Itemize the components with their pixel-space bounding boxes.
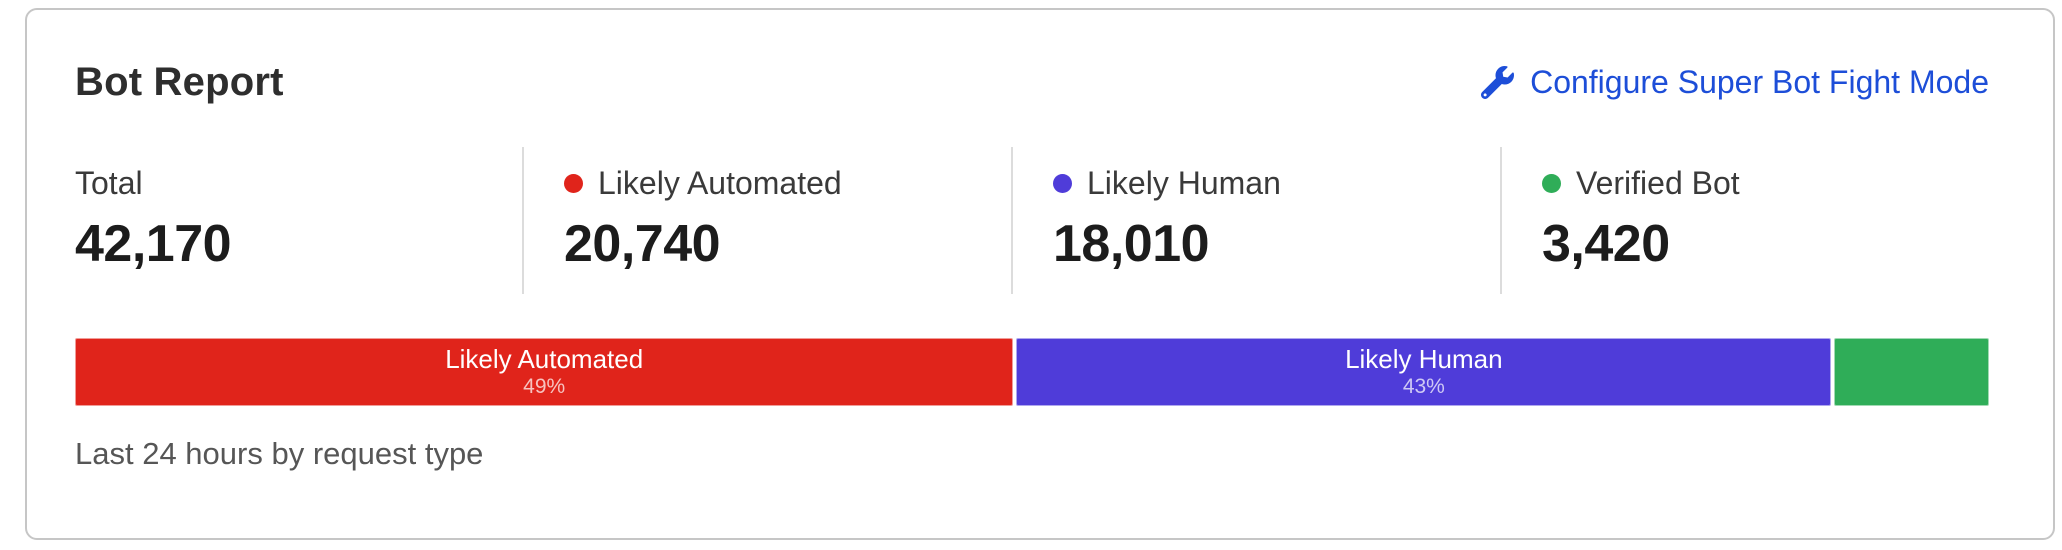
- stat-value: 42,170: [75, 215, 232, 273]
- time-range-caption: Last 24 hours by request type: [75, 436, 484, 471]
- stat-label: Likely Human: [1087, 165, 1281, 201]
- stat-value: 20,740: [564, 215, 721, 273]
- configure-link-label: Configure Super Bot Fight Mode: [1530, 64, 1989, 100]
- configure-super-bot-fight-mode-link[interactable]: Configure Super Bot Fight Mode: [1481, 64, 1989, 101]
- legend-dot-verified-bot: [1542, 174, 1561, 193]
- bot-report-card: Bot Report Configure Super Bot Fight Mod…: [25, 8, 2055, 540]
- stats-row: Total 42,170 Likely Automated 20,740 Likely …: [75, 147, 1989, 294]
- stat-label-row: Likely Automated: [564, 165, 1011, 202]
- bar-segment-verified-bot: [1834, 338, 1989, 406]
- bar-segment-label: Likely Human: [1345, 343, 1503, 374]
- legend-dot-likely-automated: [564, 174, 583, 193]
- stat-likely-human: Likely Human 18,010: [1011, 147, 1500, 294]
- stat-label: Verified Bot: [1576, 165, 1740, 201]
- bar-segment-likely-automated: Likely Automated 49%: [75, 338, 1014, 406]
- stat-label: Likely Automated: [598, 165, 842, 201]
- stat-label-row: Likely Human: [1053, 165, 1500, 202]
- page-title: Bot Report: [75, 60, 284, 104]
- stacked-bar-chart: Likely Automated 49% Likely Human 43%: [75, 338, 1989, 406]
- stat-likely-automated: Likely Automated 20,740: [522, 147, 1011, 294]
- bar-segment-percent: 49%: [523, 374, 566, 398]
- stat-label: Total: [75, 165, 143, 201]
- stat-total: Total 42,170: [75, 147, 522, 294]
- bar-segment-likely-human: Likely Human 43%: [1016, 338, 1832, 406]
- bar-segment-label: Likely Automated: [445, 343, 644, 374]
- wrench-icon: [1481, 66, 1515, 99]
- stat-label-row: Total: [75, 165, 522, 202]
- stat-value: 3,420: [1542, 215, 1670, 273]
- bar-segment-percent: 43%: [1402, 374, 1445, 398]
- stat-verified-bot: Verified Bot 3,420: [1500, 147, 1989, 294]
- legend-dot-likely-human: [1053, 174, 1072, 193]
- stat-value: 18,010: [1053, 215, 1210, 273]
- stat-label-row: Verified Bot: [1542, 165, 1989, 202]
- card-header: Bot Report Configure Super Bot Fight Mod…: [75, 60, 1989, 105]
